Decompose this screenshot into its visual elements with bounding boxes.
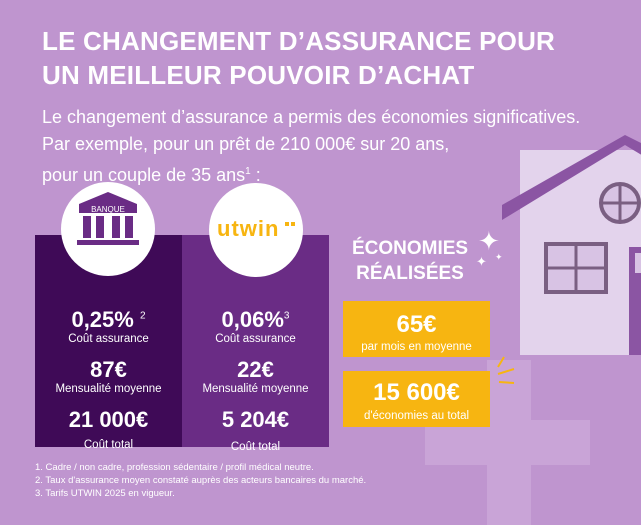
heading-line: ÉCONOMIES [351, 238, 469, 259]
footnote: 2. Taux d'assurance moyen constaté auprè… [35, 475, 367, 486]
utwin-card: 0,06%3 Coût assurance 22€ Mensualité moy… [182, 235, 329, 453]
monthly-savings-label: par mois en moyenne [361, 341, 472, 353]
total-label: Coût total [83, 439, 134, 451]
heading-line: RÉALISÉES [356, 263, 464, 284]
sparkle-icon: ✦ [478, 226, 500, 256]
footnote-ref: 1 [245, 166, 251, 177]
intro-text: Le changement d’assurance a permis des é… [42, 104, 580, 189]
logo-dot [291, 222, 295, 226]
page-title: LE CHANGEMENT D’ASSURANCE POUR UN MEILLE… [42, 24, 555, 92]
house-icon [502, 135, 641, 355]
utwin-logo-text: utwin [217, 216, 280, 241]
sparkle-icon: ✦ [495, 252, 503, 262]
intro-line: Le changement d’assurance a permis des é… [42, 107, 581, 127]
rate-value: 0,06% [221, 307, 284, 332]
intro-line: Par exemple, pour un prêt de 210 000€ su… [42, 134, 450, 154]
logo-dot [285, 222, 289, 226]
bank-logo-text: BANQUE [91, 205, 125, 214]
footnote: 3. Tarifs UTWIN 2025 en vigueur. [35, 488, 175, 499]
intro-line: pour un couple de 35 ans1 : [42, 158, 580, 189]
total-label: Coût total [230, 441, 281, 453]
savings-heading: ÉCONOMIES RÉALISÉES [345, 236, 475, 286]
total-value: 5 204€ [221, 407, 290, 432]
burst-icon [497, 356, 515, 384]
sparkle-icon: ✦ [476, 254, 487, 269]
footnote: 1. Cadre / non cadre, profession sédenta… [35, 462, 314, 473]
rate-label: Coût assurance [68, 333, 149, 345]
intro-text-3: pour un couple de 35 ans [42, 165, 246, 185]
savings-total-box: 15 600€ d'économies au total [343, 371, 490, 427]
rate-label: Coût assurance [215, 333, 296, 345]
utwin-logo: utwin [209, 183, 303, 277]
title-line: LE CHANGEMENT D’ASSURANCE POUR [42, 26, 556, 56]
title-line: UN MEILLEUR POUVOIR D’ACHAT [42, 60, 475, 90]
total-savings: 15 600€ [373, 379, 460, 406]
monthly-label: Mensualité moyenne [202, 383, 309, 395]
bank-logo: BANQUE [61, 182, 155, 276]
total-savings-label: d'économies au total [363, 410, 470, 422]
monthly-value: 87€ [90, 357, 127, 382]
footnote-ref: 3 [283, 310, 290, 322]
bank-building-icon: BANQUE [77, 192, 139, 245]
total-value: 21 000€ [68, 407, 149, 432]
savings-monthly-box: 65€ par mois en moyenne [343, 301, 490, 357]
utwin-rate: 0,06%3 [182, 307, 329, 333]
monthly-savings: 65€ [396, 311, 437, 338]
monthly-value: 22€ [237, 357, 274, 382]
monthly-label: Mensualité moyenne [55, 383, 162, 395]
intro-end: : [250, 165, 261, 185]
bank-rate: 0,25% 2 [35, 307, 182, 333]
decor-cross-bar [425, 420, 590, 465]
footnote-ref: 2 [139, 310, 146, 322]
rate-value: 0,25% [71, 307, 134, 332]
